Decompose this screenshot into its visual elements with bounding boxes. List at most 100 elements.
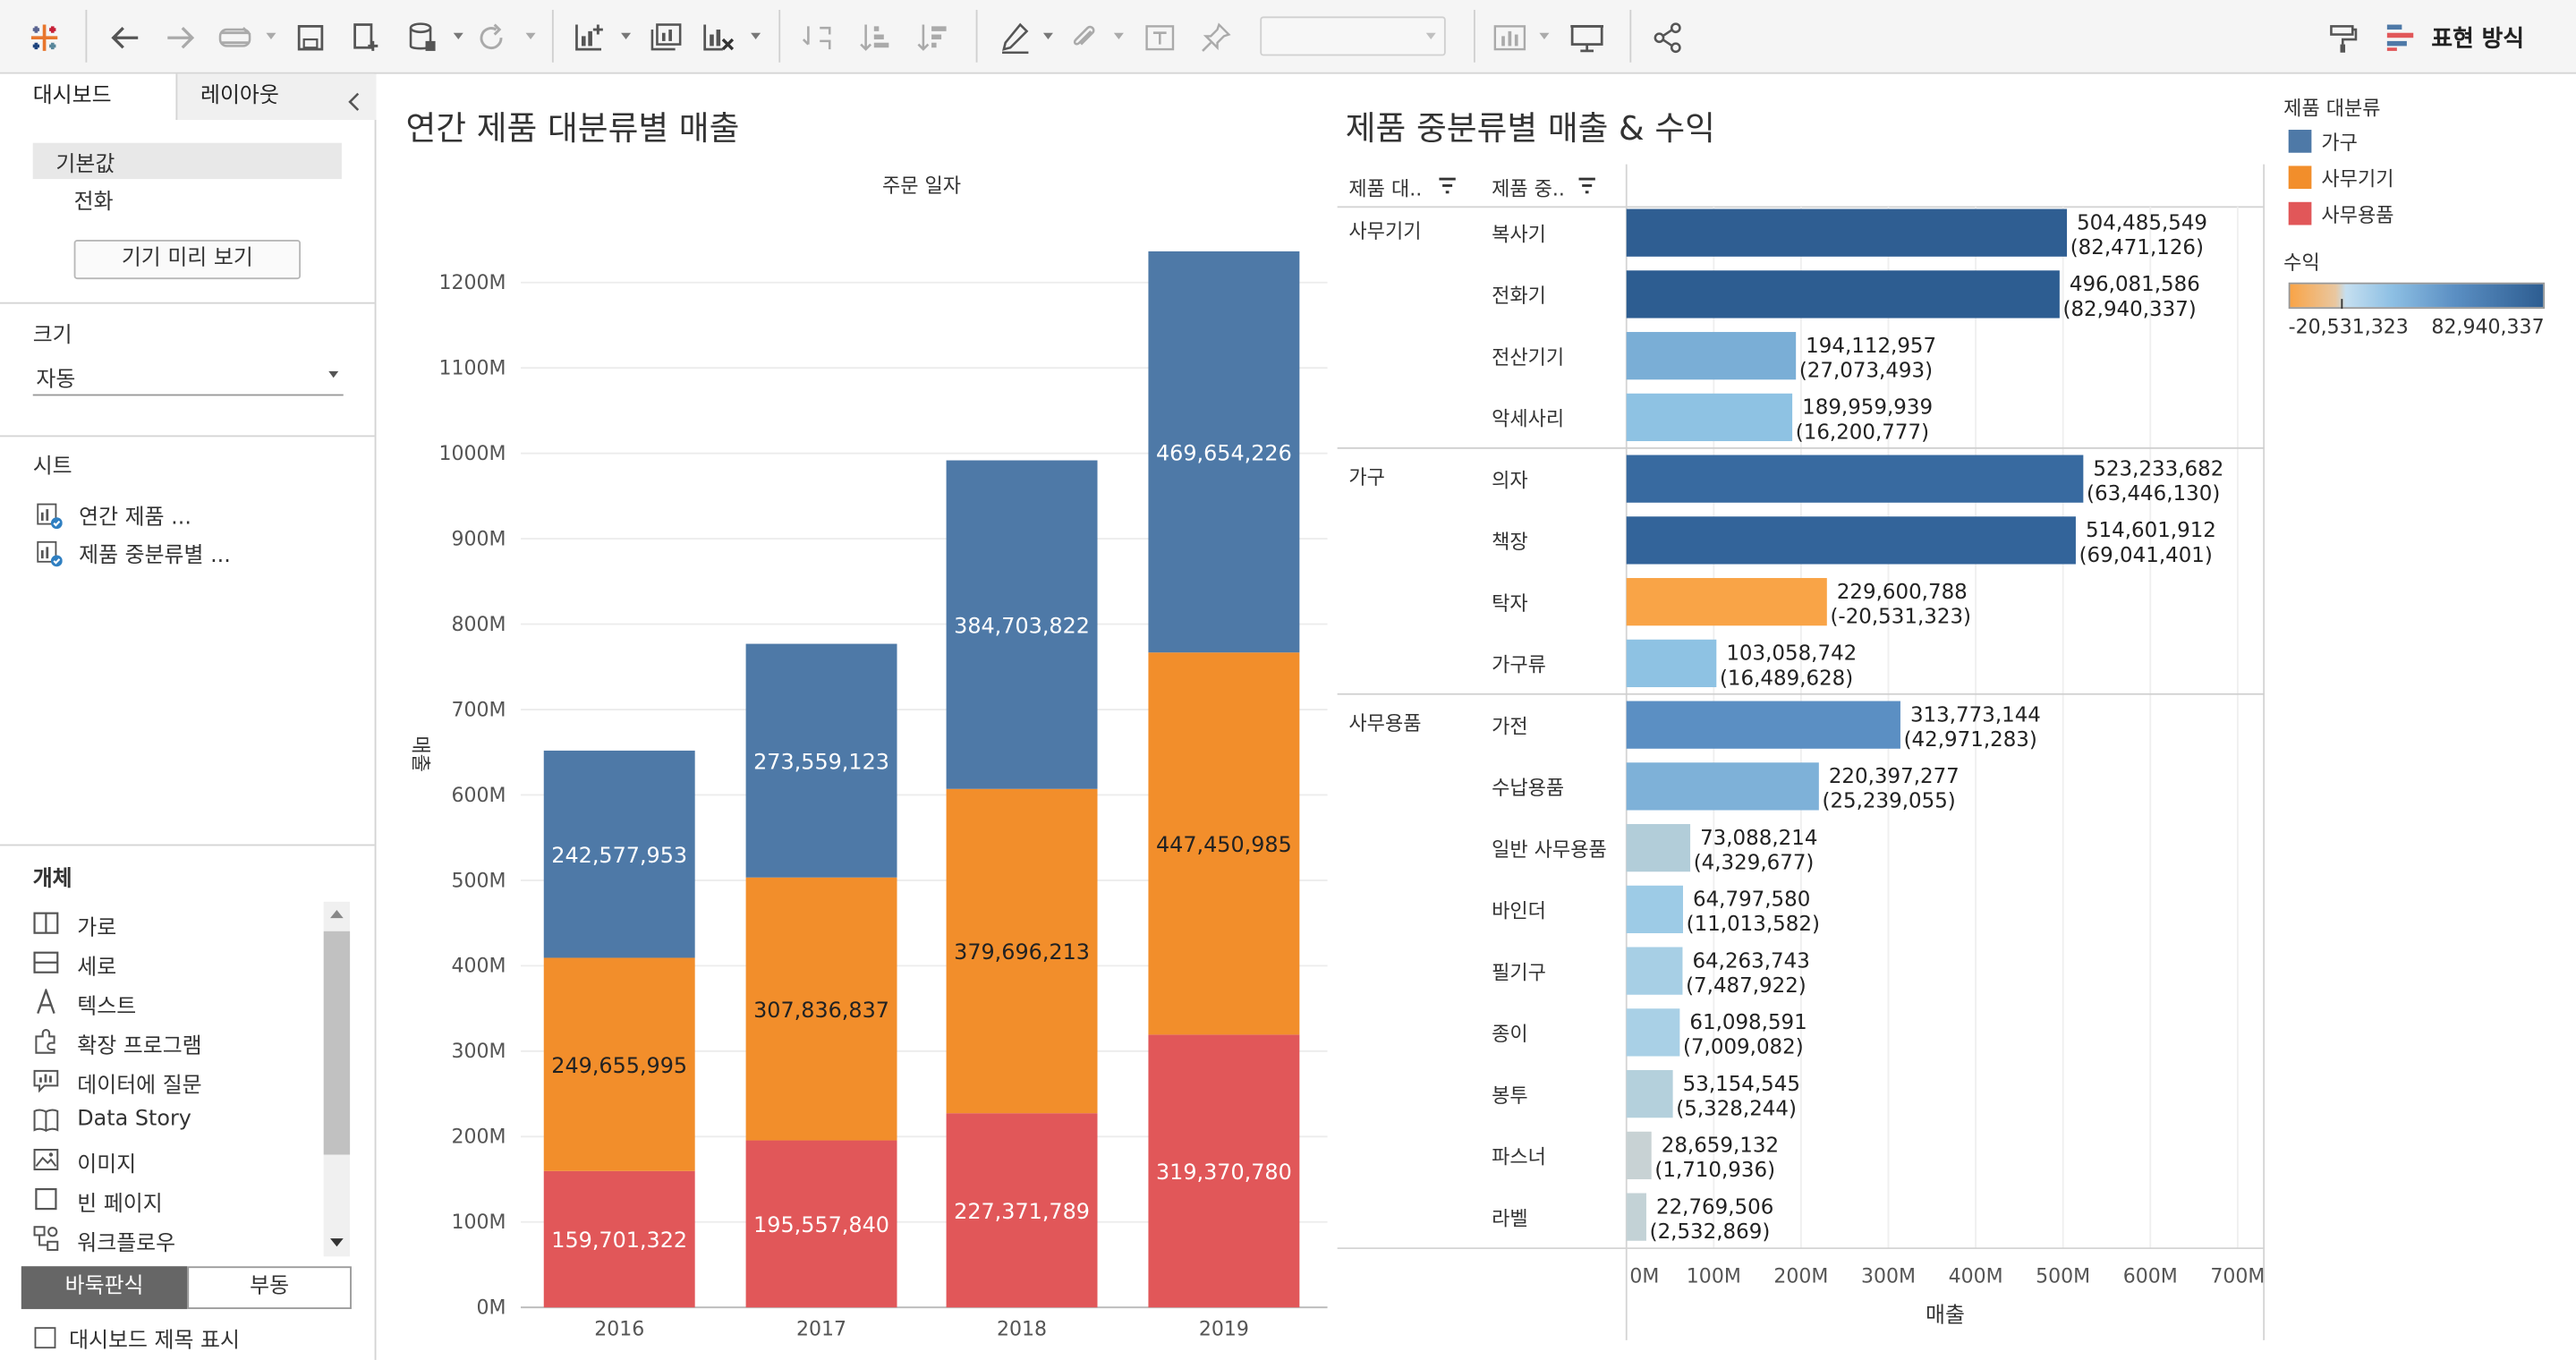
scroll-thumb[interactable]: [323, 931, 351, 1155]
undo-icon[interactable]: [106, 0, 145, 74]
save-icon[interactable]: [293, 0, 328, 74]
redo-icon[interactable]: [161, 0, 200, 74]
tiled-toggle[interactable]: 바둑판식: [21, 1266, 188, 1310]
bar-segment: [745, 877, 897, 1141]
object-horizontal[interactable]: 가로: [77, 916, 117, 941]
object-workflow[interactable]: 워크플로우: [77, 1231, 176, 1257]
bar-segment: [1148, 1034, 1300, 1308]
show-title-checkbox[interactable]: [34, 1327, 56, 1349]
bar-segment: [543, 750, 695, 958]
show-me-button[interactable]: 표현 방식: [2385, 0, 2524, 74]
legend-swatch: [2288, 201, 2312, 225]
show-cards-icon[interactable]: [1490, 0, 1533, 74]
profit-label: (82,471,126): [2070, 236, 2204, 259]
legend-swatch: [2288, 130, 2312, 153]
stacked-bar-chart[interactable]: 1200M 1100M 1000M 900M 800M 700M 600M 500M 400M 3…: [395, 157, 1331, 1360]
swap-icon[interactable]: [798, 0, 837, 74]
sales-label: 523,233,682: [2093, 457, 2223, 480]
show-title-label: 대시보드 제목 표시: [69, 1329, 240, 1354]
profit-label: (27,073,493): [1799, 360, 1933, 383]
x-tick-label: 2016: [594, 1318, 644, 1340]
bar: [1626, 332, 1797, 380]
format-painter-icon[interactable]: [2323, 0, 2362, 74]
profit-legend-title: 수익: [2283, 251, 2320, 275]
bar: [1626, 885, 1683, 933]
x-tick-label: 400M: [1949, 1266, 2003, 1288]
profit-legend-min: -20,531,323: [2288, 315, 2409, 339]
profit-label: (7,009,082): [1683, 1036, 1804, 1059]
sales-label: 220,397,277: [1829, 765, 1960, 788]
new-worksheet-icon[interactable]: [568, 0, 611, 74]
sheet-item-1[interactable]: 연간 제품 ...: [79, 506, 191, 531]
sort-desc-icon[interactable]: [914, 0, 953, 74]
new-datasource-icon[interactable]: [348, 0, 384, 74]
size-dropdown[interactable]: 자동: [36, 368, 76, 393]
bar-data-label: 227,371,789: [954, 1199, 1090, 1224]
tab-dashboard[interactable]: 대시보드: [0, 73, 176, 121]
pin-icon[interactable]: [1196, 0, 1236, 74]
object-data-story[interactable]: Data Story: [77, 1107, 191, 1132]
profit-label: (82,940,337): [2063, 298, 2197, 321]
refresh-icon[interactable]: [473, 0, 509, 74]
subcategory-label: 의자: [1492, 470, 1528, 492]
collapse-panel-icon[interactable]: [346, 87, 362, 118]
object-vertical[interactable]: 세로: [77, 956, 117, 981]
device-default[interactable]: 기본값: [55, 152, 115, 178]
vertical-container-icon: [33, 949, 59, 975]
scroll-down-icon[interactable]: [330, 1238, 344, 1247]
size-dropdown-caret[interactable]: [328, 370, 339, 378]
device-preview-button[interactable]: 기기 미리 보기: [73, 240, 302, 280]
worksheet-icon: [36, 540, 63, 567]
group-label: 가구: [1348, 467, 1385, 489]
profit-label: (-20,531,323): [1830, 606, 1971, 629]
sort-asc-icon[interactable]: [856, 0, 896, 74]
toolbar: 표현 방식: [0, 0, 2576, 74]
object-extension[interactable]: 확장 프로그램: [77, 1034, 202, 1060]
presentation-icon[interactable]: [1566, 0, 1609, 74]
clear-icon[interactable]: [697, 0, 740, 74]
left-panel: 대시보드 레이아웃 기본값 전화 기기 미리 보기 크기 자동 시트 연간 제품…: [0, 73, 377, 1360]
extension-icon: [33, 1028, 59, 1054]
object-ask-data[interactable]: 데이터에 질문: [77, 1074, 202, 1100]
label-icon[interactable]: [1140, 0, 1179, 74]
annotate-icon[interactable]: [1065, 0, 1104, 74]
share-icon[interactable]: [1648, 0, 1688, 74]
subcategory-label: 봉투: [1492, 1085, 1528, 1108]
bar: [1626, 762, 1819, 811]
bar-data-label: 447,450,985: [1156, 832, 1292, 857]
fit-dropdown[interactable]: [1260, 16, 1446, 56]
datasource-icon[interactable]: [404, 0, 440, 74]
profit-label: (42,971,283): [1904, 728, 2037, 752]
device-default-row[interactable]: [32, 142, 342, 180]
subcategory-label: 파스너: [1492, 1147, 1546, 1169]
bar-data-label: 379,696,213: [954, 939, 1090, 965]
bar: [1626, 393, 1793, 442]
highlight-icon[interactable]: [996, 0, 1035, 74]
y-tick-label: 600M: [451, 785, 506, 807]
sheet-item-2[interactable]: 제품 중분류별 ...: [79, 543, 231, 569]
bar: [1626, 578, 1827, 626]
profit-color-gradient[interactable]: [2288, 282, 2546, 310]
y-tick-label: 0M: [476, 1297, 506, 1320]
duplicate-icon[interactable]: [644, 0, 687, 74]
device-phone[interactable]: 전화: [73, 190, 114, 216]
objects-scrollbar[interactable]: [323, 901, 351, 1257]
x-tick-label: 100M: [1687, 1266, 1741, 1288]
tableau-logo-icon[interactable]: [23, 0, 66, 74]
object-image[interactable]: 이미지: [77, 1152, 137, 1178]
replay-icon[interactable]: [216, 0, 259, 74]
tab-layout[interactable]: 레이아웃: [175, 73, 377, 121]
sort-icon: [1578, 177, 1595, 194]
row-header-category: 제품 대..: [1348, 178, 1422, 200]
bar: [1626, 270, 2060, 319]
horizontal-bar-chart[interactable]: 제품 대.. 제품 중.. 0M 100M 200M 300M 400M 500M 600M 70…: [1337, 157, 2274, 1360]
floating-toggle[interactable]: 부동: [187, 1266, 352, 1310]
object-text[interactable]: 텍스트: [77, 995, 137, 1020]
object-blank[interactable]: 빈 페이지: [77, 1192, 163, 1218]
blank-icon: [33, 1186, 59, 1211]
subcategory-label: 책장: [1492, 531, 1528, 554]
scroll-up-icon[interactable]: [330, 909, 344, 919]
sales-label: 28,659,132: [1662, 1135, 1779, 1158]
bar-segment: [1148, 251, 1300, 653]
subcategory-label: 종이: [1492, 1024, 1528, 1046]
